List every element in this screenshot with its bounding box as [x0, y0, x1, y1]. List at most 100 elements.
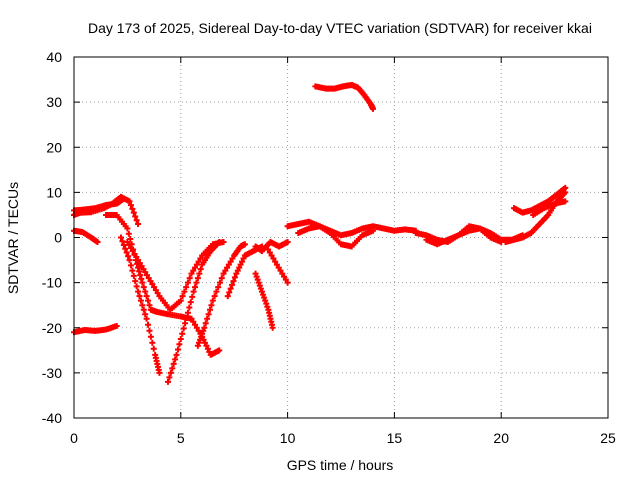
data-point [120, 196, 127, 203]
data-point [205, 311, 212, 318]
data-point [151, 284, 158, 291]
series-low-left [71, 322, 120, 336]
x-axis-label: GPS time / hours [287, 457, 394, 473]
data-point [269, 324, 276, 331]
data-point [197, 255, 204, 262]
x-tick-label: 0 [70, 430, 78, 446]
data-point [120, 242, 127, 249]
data-point [137, 272, 144, 279]
data-point [222, 267, 229, 274]
data-point [184, 279, 191, 286]
data-point [145, 321, 152, 328]
data-point [231, 274, 238, 281]
y-tick-label: 40 [46, 49, 62, 65]
data-point [216, 347, 223, 354]
data-point [220, 270, 227, 277]
y-axis-ticks: -40 -30 -20 -10 0 10 20 30 40 [42, 49, 608, 426]
data-point [562, 198, 569, 205]
data-point [127, 236, 134, 243]
data-point [196, 270, 203, 277]
data-point [113, 322, 120, 329]
data-point [190, 318, 197, 325]
data-point [177, 336, 184, 343]
data-point [126, 242, 133, 249]
data-point [201, 324, 208, 331]
data-point [164, 378, 171, 385]
data-point [194, 342, 201, 349]
data-point [193, 324, 200, 331]
y-tick-label: 20 [46, 139, 62, 155]
data-point [149, 281, 156, 288]
data-point [183, 284, 190, 291]
data-point [179, 330, 186, 337]
data-point [166, 374, 173, 381]
y-tick-label: 0 [54, 230, 62, 246]
data-point [130, 209, 137, 216]
data-point [199, 330, 206, 337]
data-point [154, 290, 161, 297]
data-point [126, 198, 133, 205]
data-point [167, 369, 174, 376]
data-point [129, 205, 136, 212]
y-tick-label: -40 [42, 410, 62, 426]
data-point [133, 283, 140, 290]
data-point [132, 213, 139, 220]
series-upper-arc [312, 81, 377, 112]
data-point [186, 304, 193, 311]
data-point [188, 270, 195, 277]
data-point [142, 311, 149, 318]
data-point [140, 266, 147, 273]
data-point [202, 339, 209, 346]
data-point [208, 302, 215, 309]
data-point [229, 255, 236, 262]
data-point [136, 268, 143, 275]
data-point [224, 293, 231, 300]
series-end-rise-c [530, 198, 569, 218]
data-point [150, 345, 157, 352]
y-tick-label: -10 [42, 275, 62, 291]
data-point [135, 288, 142, 295]
data-point [203, 342, 210, 349]
data-point [275, 264, 282, 271]
data-point [132, 278, 139, 285]
series-drop-c [252, 270, 276, 331]
data-point [177, 297, 184, 304]
data-point [192, 284, 199, 291]
data-point [215, 284, 222, 291]
data-point [143, 272, 150, 279]
data-point [194, 275, 201, 282]
data-point [216, 239, 223, 246]
data-point [125, 230, 132, 237]
series-deep-v [164, 239, 223, 385]
data-point [140, 306, 147, 313]
data-point [143, 315, 150, 322]
y-tick-label: 30 [46, 94, 62, 110]
data-point [193, 279, 200, 286]
data-point [263, 243, 270, 250]
chart-title: Day 173 of 2025, Sidereal Day-to-day VTE… [88, 20, 592, 36]
data-point [282, 276, 289, 283]
data-point [124, 239, 131, 246]
series-early-mid [71, 227, 101, 246]
data-point [272, 258, 279, 265]
data-point [139, 302, 146, 309]
series-climb-9 [263, 243, 291, 286]
data-point [173, 351, 180, 358]
data-point [225, 261, 232, 268]
data-point [183, 314, 190, 321]
data-point [126, 257, 133, 264]
series-band-late-low [423, 223, 505, 248]
data-point [227, 285, 234, 292]
data-point [200, 327, 207, 334]
data-point [117, 234, 124, 241]
data-point [233, 270, 240, 277]
data-point [145, 297, 152, 304]
data-point [94, 239, 101, 246]
data-point [264, 303, 271, 310]
data-point [124, 225, 131, 232]
data-point [174, 346, 181, 353]
data-point [236, 264, 243, 271]
data-point [226, 289, 233, 296]
data-point [122, 245, 129, 252]
data-point [284, 279, 291, 286]
